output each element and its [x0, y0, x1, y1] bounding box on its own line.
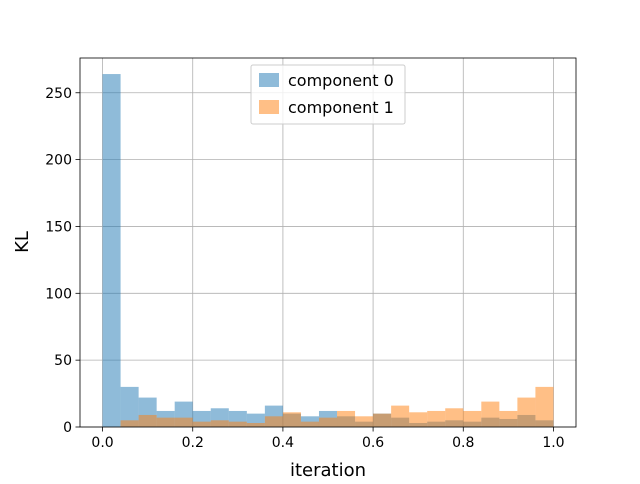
plot-frame — [79, 57, 577, 428]
histogram-bar — [246, 422, 265, 427]
axis-ticks: 0.0 0.2 0.4 0.6 0.8 1.0 0 50 100 150 200 250 — [45, 86, 564, 451]
histogram-bar — [282, 412, 301, 427]
x-tick-label: 0.4 — [272, 435, 294, 451]
histogram-bar — [120, 386, 139, 427]
histogram-bar — [228, 421, 247, 427]
histogram-bar — [499, 410, 518, 427]
legend-box — [250, 64, 406, 125]
legend-label: component 1 — [288, 98, 394, 117]
y-tick-label: 250 — [45, 86, 72, 102]
series-1-bars — [120, 386, 554, 427]
histogram-bar — [192, 421, 211, 427]
histogram-bar — [337, 410, 356, 427]
histogram-bar — [409, 412, 428, 427]
y-tick-label: 200 — [45, 153, 72, 169]
histogram-bar — [355, 416, 374, 427]
histogram-bar — [138, 414, 157, 427]
histogram-bar — [535, 386, 554, 427]
x-tick-label: 0.8 — [452, 435, 474, 451]
histogram-bar — [102, 74, 121, 427]
x-tick-label: 1.0 — [542, 435, 564, 451]
y-tick-label: 100 — [45, 286, 72, 302]
x-tick-label: 0.2 — [182, 435, 204, 451]
histogram-bar — [373, 413, 392, 427]
legend-swatch — [259, 73, 279, 87]
histogram-bar — [445, 408, 464, 427]
histogram-bar — [318, 417, 338, 427]
histogram-bar — [300, 421, 319, 427]
y-tick-label: 0 — [63, 420, 72, 436]
legend-label: component 0 — [288, 71, 394, 90]
histogram-bar — [463, 410, 482, 427]
histogram-bar — [517, 397, 536, 427]
histogram-bar — [210, 420, 229, 427]
x-tick-label: 0.6 — [362, 435, 384, 451]
histogram-bars — [102, 74, 554, 427]
y-axis-label: KL — [12, 231, 33, 253]
x-tick-label: 0.0 — [91, 435, 113, 451]
histogram-bar — [427, 410, 446, 427]
histogram-bar — [264, 416, 283, 427]
histogram-bar — [174, 417, 193, 427]
legend: component 0 component 1 — [250, 64, 406, 125]
y-tick-label: 50 — [54, 353, 72, 369]
legend-swatch — [259, 100, 279, 114]
x-axis-label: iteration — [290, 460, 366, 480]
histogram-bar — [481, 401, 500, 427]
histogram-bar — [156, 417, 175, 427]
histogram-bar — [120, 420, 139, 427]
y-tick-label: 150 — [45, 219, 72, 235]
histogram-bar — [391, 405, 410, 427]
